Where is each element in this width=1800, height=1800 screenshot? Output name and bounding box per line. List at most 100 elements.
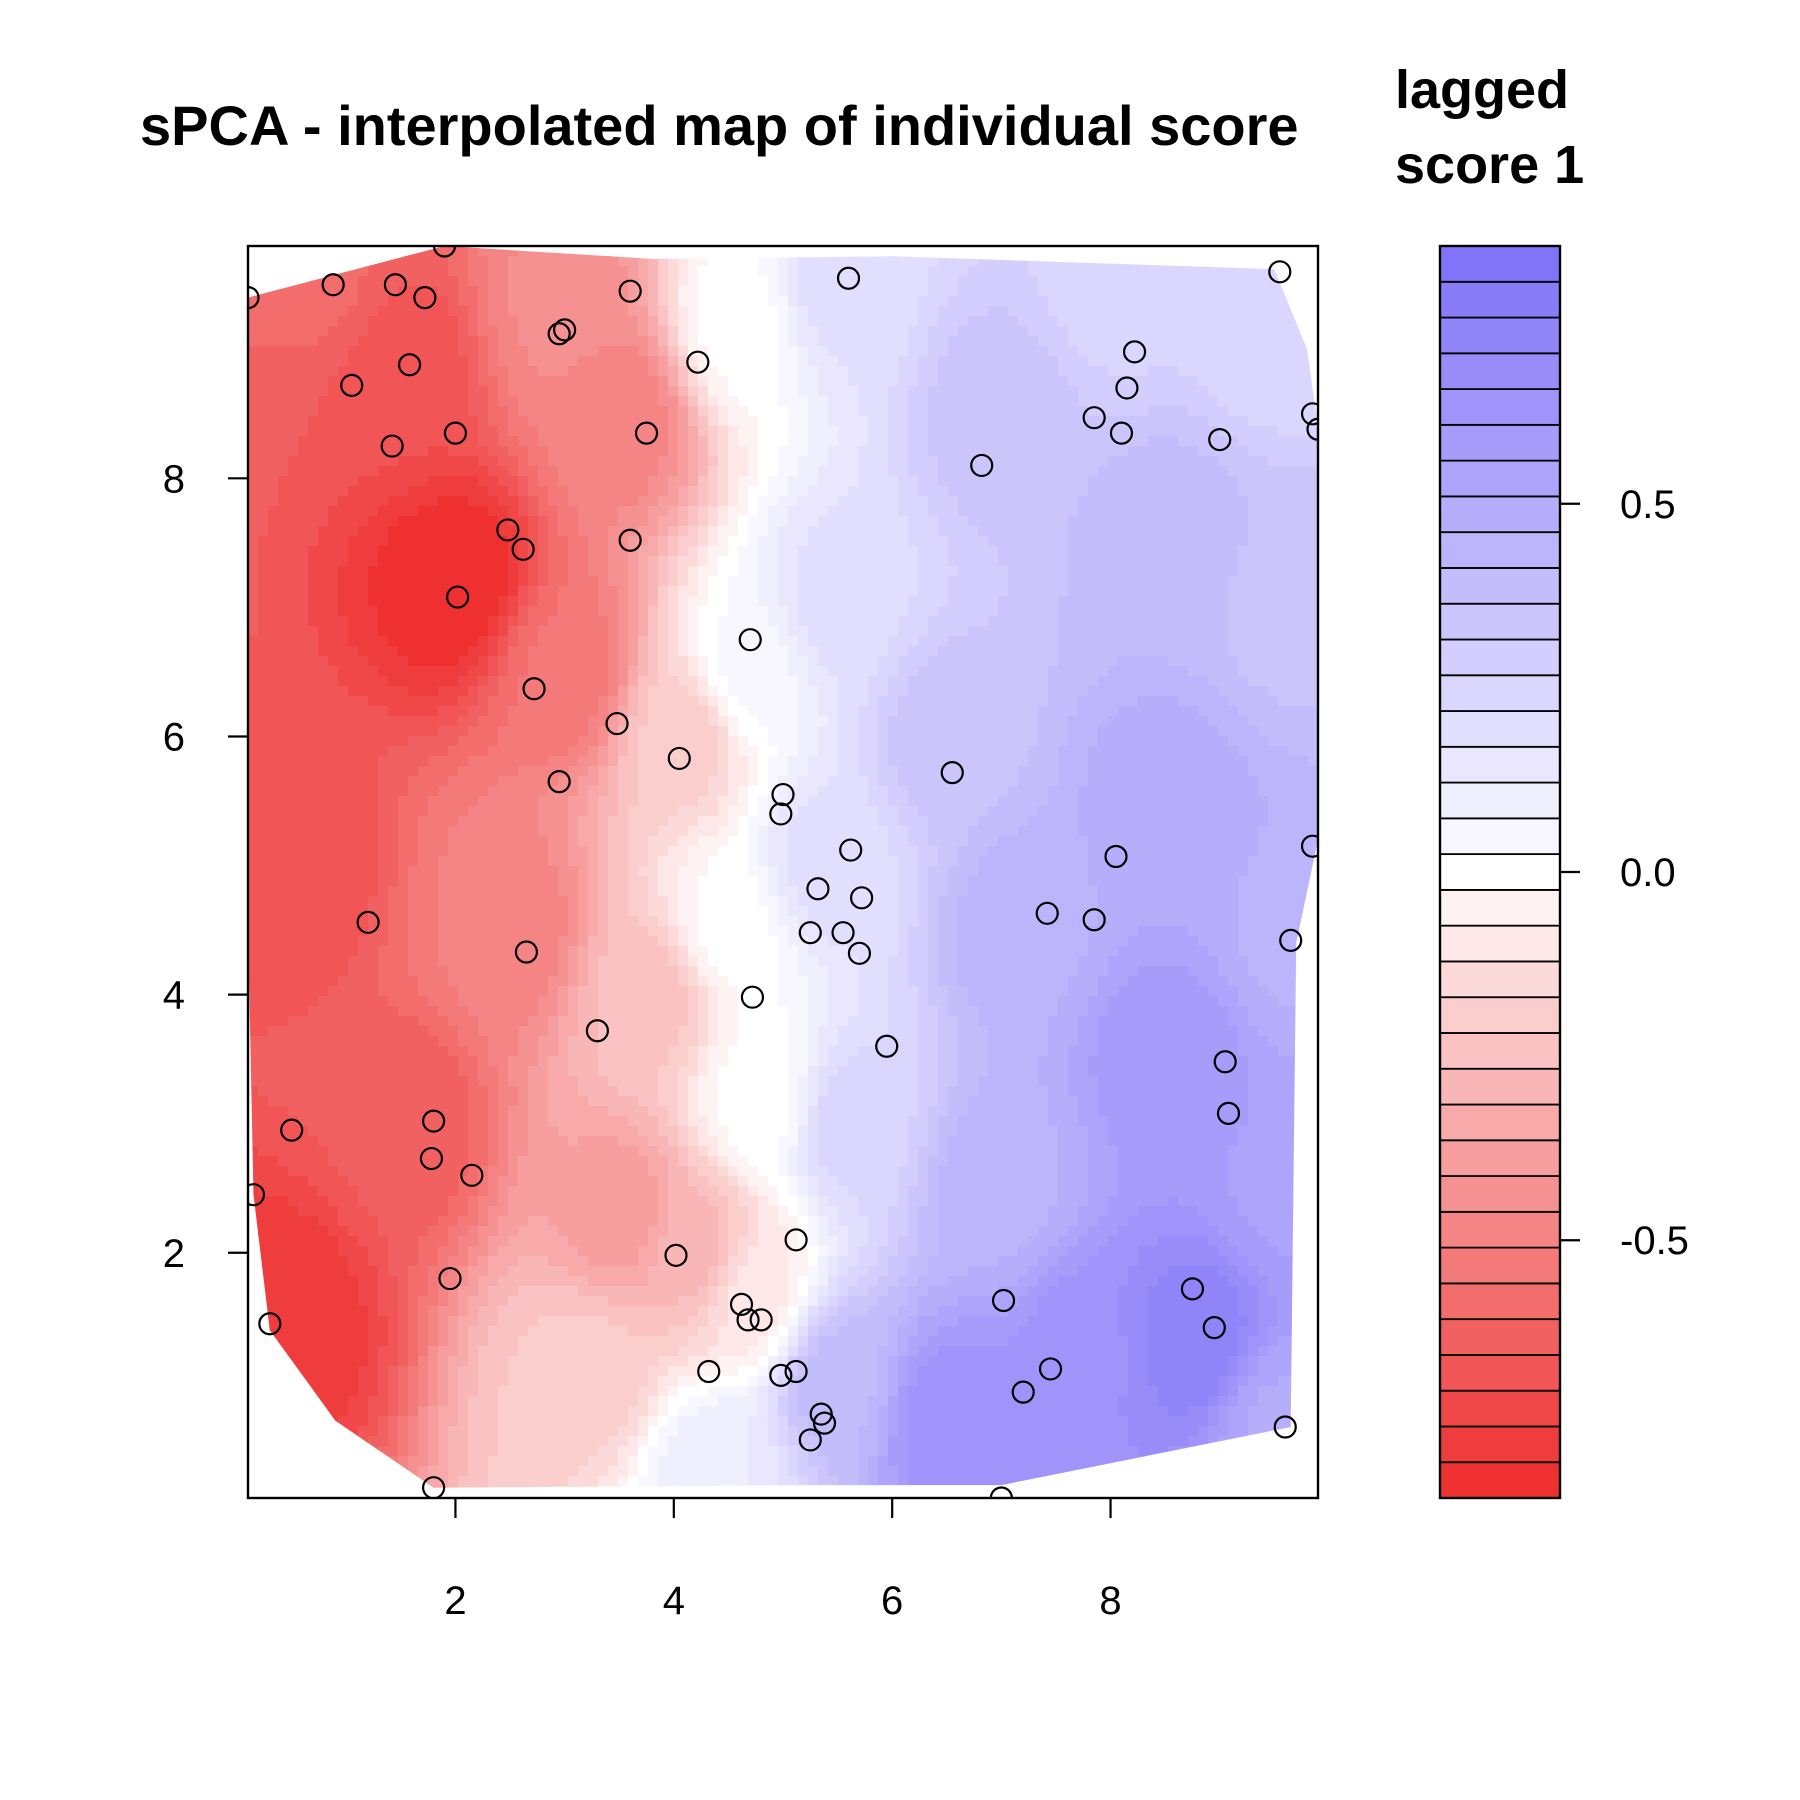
heat-cell (1268, 556, 1279, 567)
heat-cell (878, 646, 889, 657)
heat-cell (838, 616, 849, 627)
heat-cell (728, 526, 739, 537)
heat-cell (918, 606, 929, 617)
heat-cell (408, 456, 419, 467)
heat-cell (548, 506, 559, 517)
heat-cell (248, 576, 259, 587)
heat-cell (468, 476, 479, 487)
heat-cell (668, 326, 679, 337)
heat-cell (728, 396, 739, 407)
heat-cell (298, 466, 309, 477)
heat-cell (578, 446, 589, 457)
heat-cell (908, 566, 919, 577)
heat-cell (888, 316, 899, 327)
heat-cell (848, 546, 859, 557)
heat-cell (798, 566, 809, 577)
heat-cell (318, 666, 329, 677)
heat-cell (858, 466, 869, 477)
heat-cell (618, 246, 629, 257)
heat-cell (1238, 676, 1249, 687)
heat-cell (1148, 396, 1159, 407)
heat-cell (968, 366, 979, 377)
heat-cell (1248, 256, 1259, 267)
heat-cell (648, 416, 659, 427)
heat-cell (968, 686, 979, 697)
heat-cell (538, 256, 549, 267)
heat-cell (318, 326, 329, 337)
heat-cell (588, 526, 599, 537)
heat-cell (368, 326, 379, 337)
heat-cell (598, 306, 609, 317)
heat-cell (368, 316, 379, 327)
heat-cell (618, 646, 629, 657)
heat-cell (548, 466, 559, 477)
heat-cell (488, 636, 499, 647)
heat-cell (878, 286, 889, 297)
heat-cell (1208, 696, 1219, 707)
heat-cell (748, 336, 759, 347)
heat-cell (438, 366, 449, 377)
heat-cell (728, 496, 739, 507)
heat-cell (778, 316, 789, 327)
heat-cell (618, 556, 629, 567)
heat-cell (528, 566, 539, 577)
heat-cell (1138, 626, 1149, 637)
heat-cell (1058, 596, 1069, 607)
heat-cell (618, 626, 629, 637)
heat-cell (638, 366, 649, 377)
heat-cell (798, 406, 809, 417)
heat-cell (528, 516, 539, 527)
heat-cell (308, 496, 319, 507)
heat-cell (1038, 636, 1049, 647)
heat-cell (938, 496, 949, 507)
heat-cell (1028, 686, 1039, 697)
heat-cell (508, 696, 519, 707)
heat-cell (838, 356, 849, 367)
heat-cell (808, 586, 819, 597)
heat-cell (248, 496, 259, 507)
heat-cell (538, 586, 549, 597)
heat-cell (1248, 546, 1259, 557)
heat-cell (1188, 486, 1199, 497)
heat-cell (828, 476, 839, 487)
heat-cell (1228, 456, 1239, 467)
heat-cell (868, 426, 879, 437)
heat-cell (408, 316, 419, 327)
heat-cell (758, 676, 769, 687)
heat-cell (1048, 536, 1059, 547)
heat-cell (748, 436, 759, 447)
heat-cell (498, 636, 509, 647)
heat-cell (658, 606, 669, 617)
heat-cell (908, 396, 919, 407)
heat-cell (838, 446, 849, 457)
heat-cell (818, 706, 829, 717)
heat-cell (398, 546, 409, 557)
heat-cell (728, 626, 739, 637)
heat-cell (488, 266, 499, 277)
heat-cell (818, 396, 829, 407)
heat-cell (1128, 556, 1139, 567)
heat-cell (1068, 336, 1079, 347)
heat-cell (1038, 566, 1049, 577)
heat-cell (298, 506, 309, 517)
heat-cell (698, 616, 709, 627)
heat-cell (1078, 496, 1089, 507)
heat-cell (798, 536, 809, 547)
heat-cell (338, 286, 349, 297)
heat-cell (268, 276, 279, 287)
heat-cell (508, 616, 519, 627)
heat-cell (1238, 406, 1249, 417)
heat-cell (878, 276, 889, 287)
heat-cell (398, 676, 409, 687)
heat-cell (318, 646, 329, 657)
heat-cell (1078, 366, 1089, 377)
heat-cell (1148, 426, 1159, 437)
heat-cell (428, 266, 439, 277)
heat-cell (358, 516, 369, 527)
heat-cell (1078, 306, 1089, 317)
heat-cell (368, 376, 379, 387)
heat-cell (328, 436, 339, 447)
heat-cell (708, 386, 719, 397)
heat-cell (368, 256, 379, 267)
heat-cell (348, 376, 359, 387)
